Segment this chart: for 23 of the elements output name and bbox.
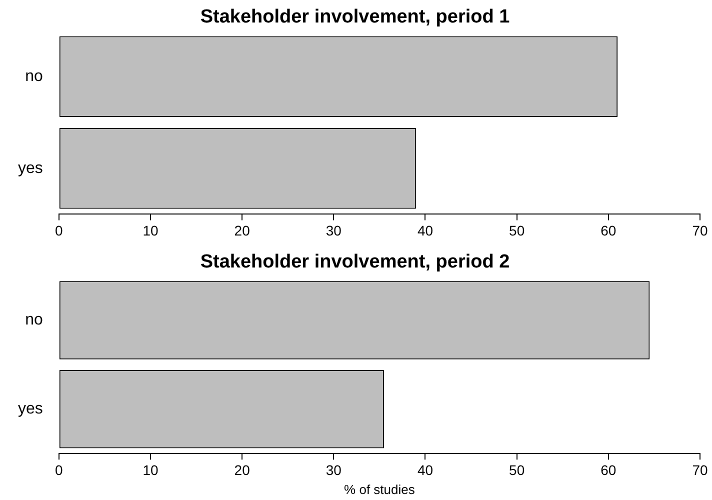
x-tick-label: 10 [142, 222, 158, 238]
y-tick-label: yes [18, 160, 43, 177]
x-tick-label: 0 [55, 222, 63, 238]
x-tick-label: 10 [142, 462, 158, 478]
y-tick-label: yes [18, 400, 43, 418]
x-tick-label: 40 [417, 462, 434, 478]
x-tick-label: 60 [600, 222, 616, 238]
x-tick-label: 40 [417, 222, 434, 238]
x-tick-label: 70 [692, 462, 708, 478]
x-tick-label: 60 [600, 462, 616, 478]
x-axis-title: % of studies [344, 482, 416, 497]
x-tick-label: 50 [509, 222, 525, 238]
x-tick-label: 20 [234, 462, 250, 478]
x-tick-label: 70 [692, 222, 708, 238]
x-tick-label: 50 [509, 462, 525, 478]
chart-title: Stakeholder involvement, period 2 [200, 252, 510, 273]
y-tick-label: no [25, 312, 43, 329]
x-tick-label: 20 [234, 222, 250, 238]
x-tick-label: 30 [326, 462, 342, 478]
chart-title: Stakeholder involvement, period 1 [200, 6, 510, 28]
y-tick-label: no [25, 68, 43, 86]
x-tick-label: 0 [55, 462, 63, 478]
x-tick-label: 30 [326, 222, 342, 238]
